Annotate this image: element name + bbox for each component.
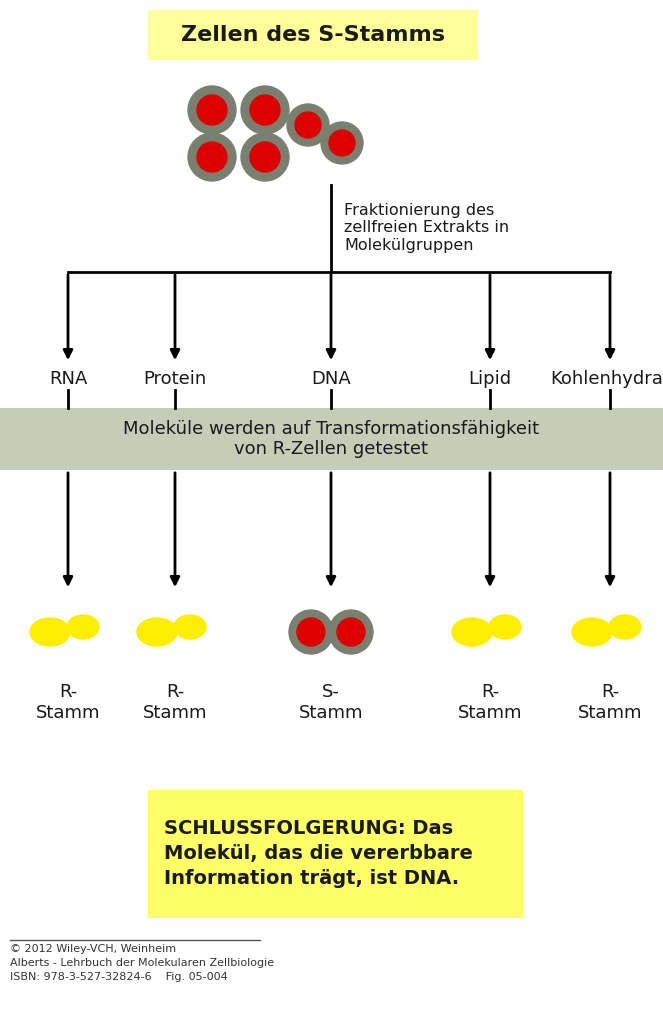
Text: R-
Stamm: R- Stamm bbox=[36, 683, 100, 722]
Circle shape bbox=[321, 122, 363, 164]
FancyBboxPatch shape bbox=[148, 10, 478, 60]
Ellipse shape bbox=[572, 618, 612, 646]
Circle shape bbox=[337, 618, 365, 646]
Text: R-
Stamm: R- Stamm bbox=[577, 683, 642, 722]
Circle shape bbox=[241, 133, 289, 181]
Circle shape bbox=[287, 104, 329, 146]
Text: R-
Stamm: R- Stamm bbox=[457, 683, 522, 722]
Circle shape bbox=[250, 95, 280, 125]
Ellipse shape bbox=[489, 615, 521, 639]
Text: Zellen des S-Stamms: Zellen des S-Stamms bbox=[181, 25, 445, 45]
Circle shape bbox=[188, 133, 236, 181]
Circle shape bbox=[197, 95, 227, 125]
Text: SCHLUSSFOLGERUNG: Das
Molekül, das die vererbbare
Information trägt, ist DNA.: SCHLUSSFOLGERUNG: Das Molekül, das die v… bbox=[164, 819, 473, 889]
Circle shape bbox=[329, 130, 355, 156]
Text: S-
Stamm: S- Stamm bbox=[299, 683, 363, 722]
Text: DNA: DNA bbox=[311, 370, 351, 388]
FancyBboxPatch shape bbox=[148, 790, 523, 918]
Text: Fraktionierung des
zellfreien Extrakts in
Molekülgruppen: Fraktionierung des zellfreien Extrakts i… bbox=[344, 203, 509, 253]
Text: RNA: RNA bbox=[49, 370, 88, 388]
Circle shape bbox=[197, 142, 227, 172]
Text: Moleküle werden auf Transformationsfähigkeit
von R-Zellen getestet: Moleküle werden auf Transformationsfähig… bbox=[123, 420, 539, 459]
Circle shape bbox=[329, 610, 373, 654]
Ellipse shape bbox=[67, 615, 99, 639]
Ellipse shape bbox=[452, 618, 492, 646]
Circle shape bbox=[188, 86, 236, 134]
Circle shape bbox=[241, 86, 289, 134]
Text: © 2012 Wiley-VCH, Weinheim
Alberts - Lehrbuch der Molekularen Zellbiologie
ISBN:: © 2012 Wiley-VCH, Weinheim Alberts - Leh… bbox=[10, 944, 274, 982]
Text: Kohlenhydrat: Kohlenhydrat bbox=[550, 370, 663, 388]
Circle shape bbox=[297, 618, 325, 646]
Circle shape bbox=[289, 610, 333, 654]
Text: R-
Stamm: R- Stamm bbox=[143, 683, 208, 722]
Text: Lipid: Lipid bbox=[469, 370, 512, 388]
FancyBboxPatch shape bbox=[0, 408, 663, 470]
Circle shape bbox=[250, 142, 280, 172]
Circle shape bbox=[295, 112, 321, 138]
Ellipse shape bbox=[609, 615, 641, 639]
Ellipse shape bbox=[137, 618, 177, 646]
Ellipse shape bbox=[174, 615, 206, 639]
Ellipse shape bbox=[30, 618, 70, 646]
Text: Protein: Protein bbox=[143, 370, 207, 388]
